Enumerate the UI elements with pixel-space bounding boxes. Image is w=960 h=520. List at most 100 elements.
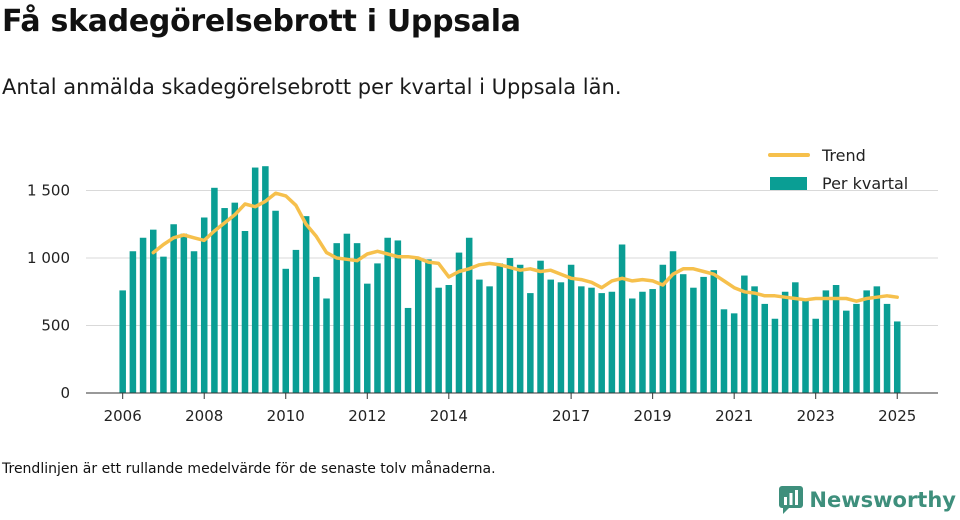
chart-legend: Trend Per kvartal — [768, 146, 908, 193]
bar — [598, 293, 605, 393]
bar — [476, 279, 483, 393]
x-axis: 2006 2008 2010 2012 2014 2017 2019 2021 2023 2025 — [86, 392, 938, 425]
bar — [567, 264, 575, 393]
bar — [547, 279, 554, 393]
bar — [883, 303, 891, 393]
bar — [231, 202, 239, 393]
bar — [588, 287, 595, 393]
x-tick-label: 2010 — [267, 407, 305, 425]
bar — [863, 290, 870, 393]
x-tick-label: 2012 — [348, 407, 386, 425]
bar — [700, 276, 707, 393]
bar — [241, 231, 249, 393]
bar — [710, 270, 718, 393]
bar — [292, 249, 300, 393]
bar — [720, 309, 728, 393]
bar — [150, 229, 157, 393]
legend-trend-label: Trend — [821, 146, 866, 165]
bar — [313, 276, 320, 393]
bar — [628, 298, 636, 393]
page-title: Få skadegörelsebrott i Uppsala — [2, 4, 521, 39]
y-tick-label: 0 — [60, 384, 70, 402]
bar — [893, 321, 901, 393]
y-tick-label: 1 000 — [27, 249, 70, 267]
footnote: Trendlinjen är ett rullande medelvärde f… — [2, 461, 496, 477]
y-tick-label: 1 500 — [27, 182, 70, 200]
bar — [812, 318, 819, 393]
bar — [730, 313, 738, 393]
bar — [690, 287, 697, 393]
bar — [537, 260, 544, 393]
bar — [180, 233, 188, 393]
x-tick-label: 2017 — [552, 407, 590, 425]
bar — [282, 268, 290, 393]
bar — [792, 282, 799, 393]
legend-bar-swatch — [770, 177, 807, 190]
bar — [516, 264, 524, 393]
x-tick-label: 2021 — [715, 407, 753, 425]
x-tick-label: 2019 — [634, 407, 672, 425]
bar-series-per-kvartal — [119, 166, 901, 393]
bar — [486, 286, 493, 393]
x-tick-label: 2006 — [104, 407, 142, 425]
bar — [639, 291, 646, 393]
bar — [781, 291, 789, 393]
bar — [404, 307, 412, 393]
bar — [374, 263, 381, 393]
bar — [802, 298, 809, 393]
bar — [200, 217, 208, 393]
bar — [343, 233, 351, 393]
bar — [302, 216, 310, 393]
bar — [170, 224, 177, 393]
bar — [323, 298, 330, 393]
bar — [435, 287, 442, 393]
bar — [608, 291, 616, 393]
x-tick-label: 2023 — [797, 407, 835, 425]
bar — [496, 263, 504, 393]
bar — [394, 240, 402, 393]
bar — [822, 290, 830, 393]
chart-subtitle: Antal anmälda skadegörelsebrott per kvar… — [2, 75, 622, 99]
trend-line — [151, 191, 899, 303]
bar — [649, 289, 656, 393]
bar — [527, 293, 534, 393]
bar — [455, 252, 463, 393]
bar — [843, 310, 850, 393]
bar — [353, 243, 361, 393]
bar — [139, 237, 147, 393]
bar — [160, 256, 167, 393]
bar — [333, 243, 340, 393]
bar — [190, 251, 198, 393]
bar — [557, 282, 565, 393]
bar — [262, 166, 269, 393]
bar — [618, 244, 626, 393]
bar — [272, 210, 279, 393]
x-tick-label: 2025 — [878, 407, 916, 425]
bar — [659, 264, 667, 393]
bar — [506, 258, 514, 393]
bar — [221, 208, 228, 393]
bar — [129, 251, 137, 393]
bar — [445, 285, 453, 393]
bar — [751, 286, 758, 393]
bar — [251, 167, 259, 393]
brand-name: Newsworthy — [809, 488, 956, 512]
bar — [414, 259, 422, 393]
bar — [873, 286, 881, 393]
bar — [761, 303, 769, 393]
x-tick-label: 2008 — [185, 407, 223, 425]
newsworthy-logo-icon — [779, 486, 804, 514]
line-series-trend — [151, 191, 899, 303]
bar — [771, 318, 779, 393]
bar — [425, 259, 432, 393]
bar — [832, 285, 840, 393]
bar — [465, 237, 473, 393]
brand-logo[interactable]: Newsworthy — [779, 486, 956, 514]
bar — [669, 251, 677, 393]
y-axis-labels: 0 500 1 000 1 500 — [27, 182, 70, 403]
bar — [119, 290, 126, 393]
legend-bar-label: Per kvartal — [822, 174, 908, 193]
bar — [384, 237, 391, 393]
bar — [741, 275, 748, 393]
